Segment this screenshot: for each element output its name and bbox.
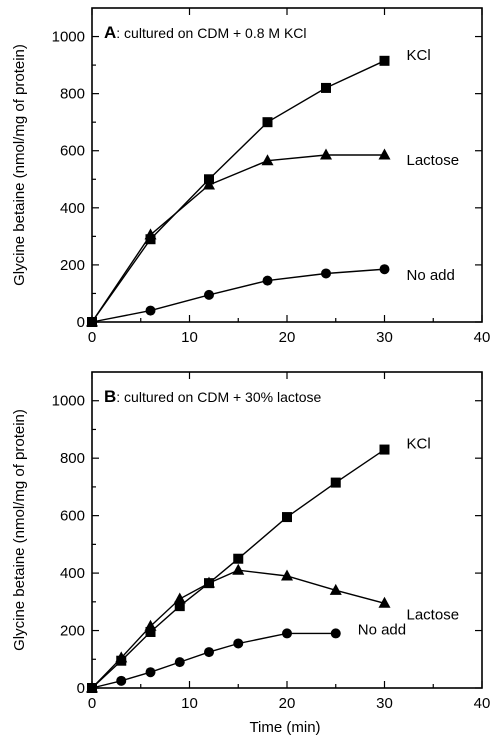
series-lactose: Lactose: [86, 563, 460, 693]
data-point-triangle: [115, 651, 128, 663]
data-point-square: [379, 55, 390, 66]
y-tick-label: 600: [60, 508, 85, 525]
series-line: [91, 632, 336, 689]
y-tick-label: 0: [77, 314, 85, 331]
data-point-circle: [204, 289, 214, 300]
series-label: Lactose: [407, 606, 460, 623]
data-point-circle: [87, 317, 97, 327]
series-label: Lactose: [407, 152, 460, 169]
data-point-circle: [321, 268, 331, 279]
x-tick-label: 10: [181, 329, 198, 346]
x-tick-label: 40: [474, 329, 490, 346]
data-point-square: [233, 553, 244, 564]
x-tick-label: 20: [279, 329, 296, 346]
data-point-circle: [174, 657, 185, 668]
data-point-square: [262, 117, 273, 128]
panel-title-text: : cultured on CDM + 30% lactose: [116, 389, 321, 405]
y-tick-label: 400: [60, 200, 85, 217]
panel-title-text: : cultured on CDM + 0.8 M KCl: [116, 25, 306, 41]
x-axis-label: Time (min): [249, 719, 320, 736]
panel-title: A: cultured on CDM + 0.8 M KCl: [104, 23, 307, 42]
series-label: No add: [358, 621, 406, 638]
y-tick-label: 400: [60, 565, 85, 582]
y-tick-label: 0: [77, 680, 85, 697]
series-line: [91, 569, 385, 689]
data-point-circle: [379, 264, 390, 275]
y-tick-label: 600: [60, 143, 85, 160]
series-line: [91, 268, 385, 323]
data-point-triangle: [329, 583, 342, 595]
series-line: [91, 154, 385, 323]
data-point-circle: [204, 647, 214, 658]
y-tick-label: 1000: [52, 29, 85, 46]
data-point-triangle: [173, 592, 186, 604]
data-point-triangle: [281, 569, 293, 581]
y-axis-label: Glycine betaine (nmol/mg of protein): [11, 409, 28, 651]
series-line: [91, 60, 385, 323]
panel-letter: B: [104, 387, 116, 406]
data-point-square: [145, 626, 156, 637]
data-point-circle: [262, 275, 273, 286]
data-point-triangle: [378, 596, 391, 608]
data-point-square: [282, 512, 292, 523]
y-axis-label: Glycine betaine (nmol/mg of protein): [11, 44, 28, 286]
series-kcl: KCl: [87, 436, 431, 693]
y-tick-label: 800: [60, 450, 85, 467]
x-tick-label: 0: [88, 329, 96, 346]
data-point-circle: [330, 628, 341, 639]
x-tick-label: 30: [376, 329, 393, 346]
data-point-square: [379, 444, 390, 455]
series-label: KCl: [407, 47, 431, 64]
y-tick-label: 200: [60, 623, 85, 640]
series-label: No add: [407, 267, 455, 284]
y-tick-label: 1000: [52, 393, 85, 410]
data-point-circle: [145, 305, 156, 316]
data-point-square: [174, 601, 185, 612]
data-point-triangle: [320, 148, 332, 160]
x-tick-label: 10: [181, 695, 198, 712]
data-point-circle: [116, 675, 127, 686]
data-point-circle: [87, 683, 97, 693]
chart-panel-b: 0 200 400 600 800 1000 0 10 20 30 40 Glycine betain…: [11, 371, 490, 736]
series-label: KCl: [407, 436, 431, 453]
series-no-add: No add: [87, 621, 406, 693]
data-point-triangle: [144, 228, 157, 240]
data-point-circle: [282, 628, 292, 639]
x-tick-label: 30: [376, 695, 393, 712]
series-kcl: KCl: [87, 47, 431, 327]
plot-frame: [91, 371, 483, 689]
data-point-triangle: [203, 178, 215, 190]
data-point-circle: [233, 638, 244, 649]
data-point-square: [321, 82, 331, 93]
series-lactose: Lactose: [86, 148, 460, 327]
chart-panel-a: 0 200 400 600 800 1000 0 10 20 30 40 Glycine betain…: [11, 7, 490, 346]
y-tick-label: 800: [60, 86, 85, 103]
data-point-triangle: [261, 154, 274, 166]
data-point-triangle: [203, 576, 215, 588]
data-point-triangle: [232, 563, 245, 575]
x-tick-label: 40: [474, 695, 490, 712]
y-tick-label: 200: [60, 257, 85, 274]
x-tick-label: 0: [88, 695, 96, 712]
panel-title: B: cultured on CDM + 30% lactose: [104, 387, 322, 406]
data-point-circle: [145, 667, 156, 678]
data-point-square: [330, 477, 341, 488]
x-tick-label: 20: [279, 695, 296, 712]
data-point-triangle: [378, 148, 391, 160]
series-no-add: No add: [87, 264, 455, 327]
data-point-triangle: [144, 619, 157, 631]
panel-letter: A: [104, 23, 116, 42]
